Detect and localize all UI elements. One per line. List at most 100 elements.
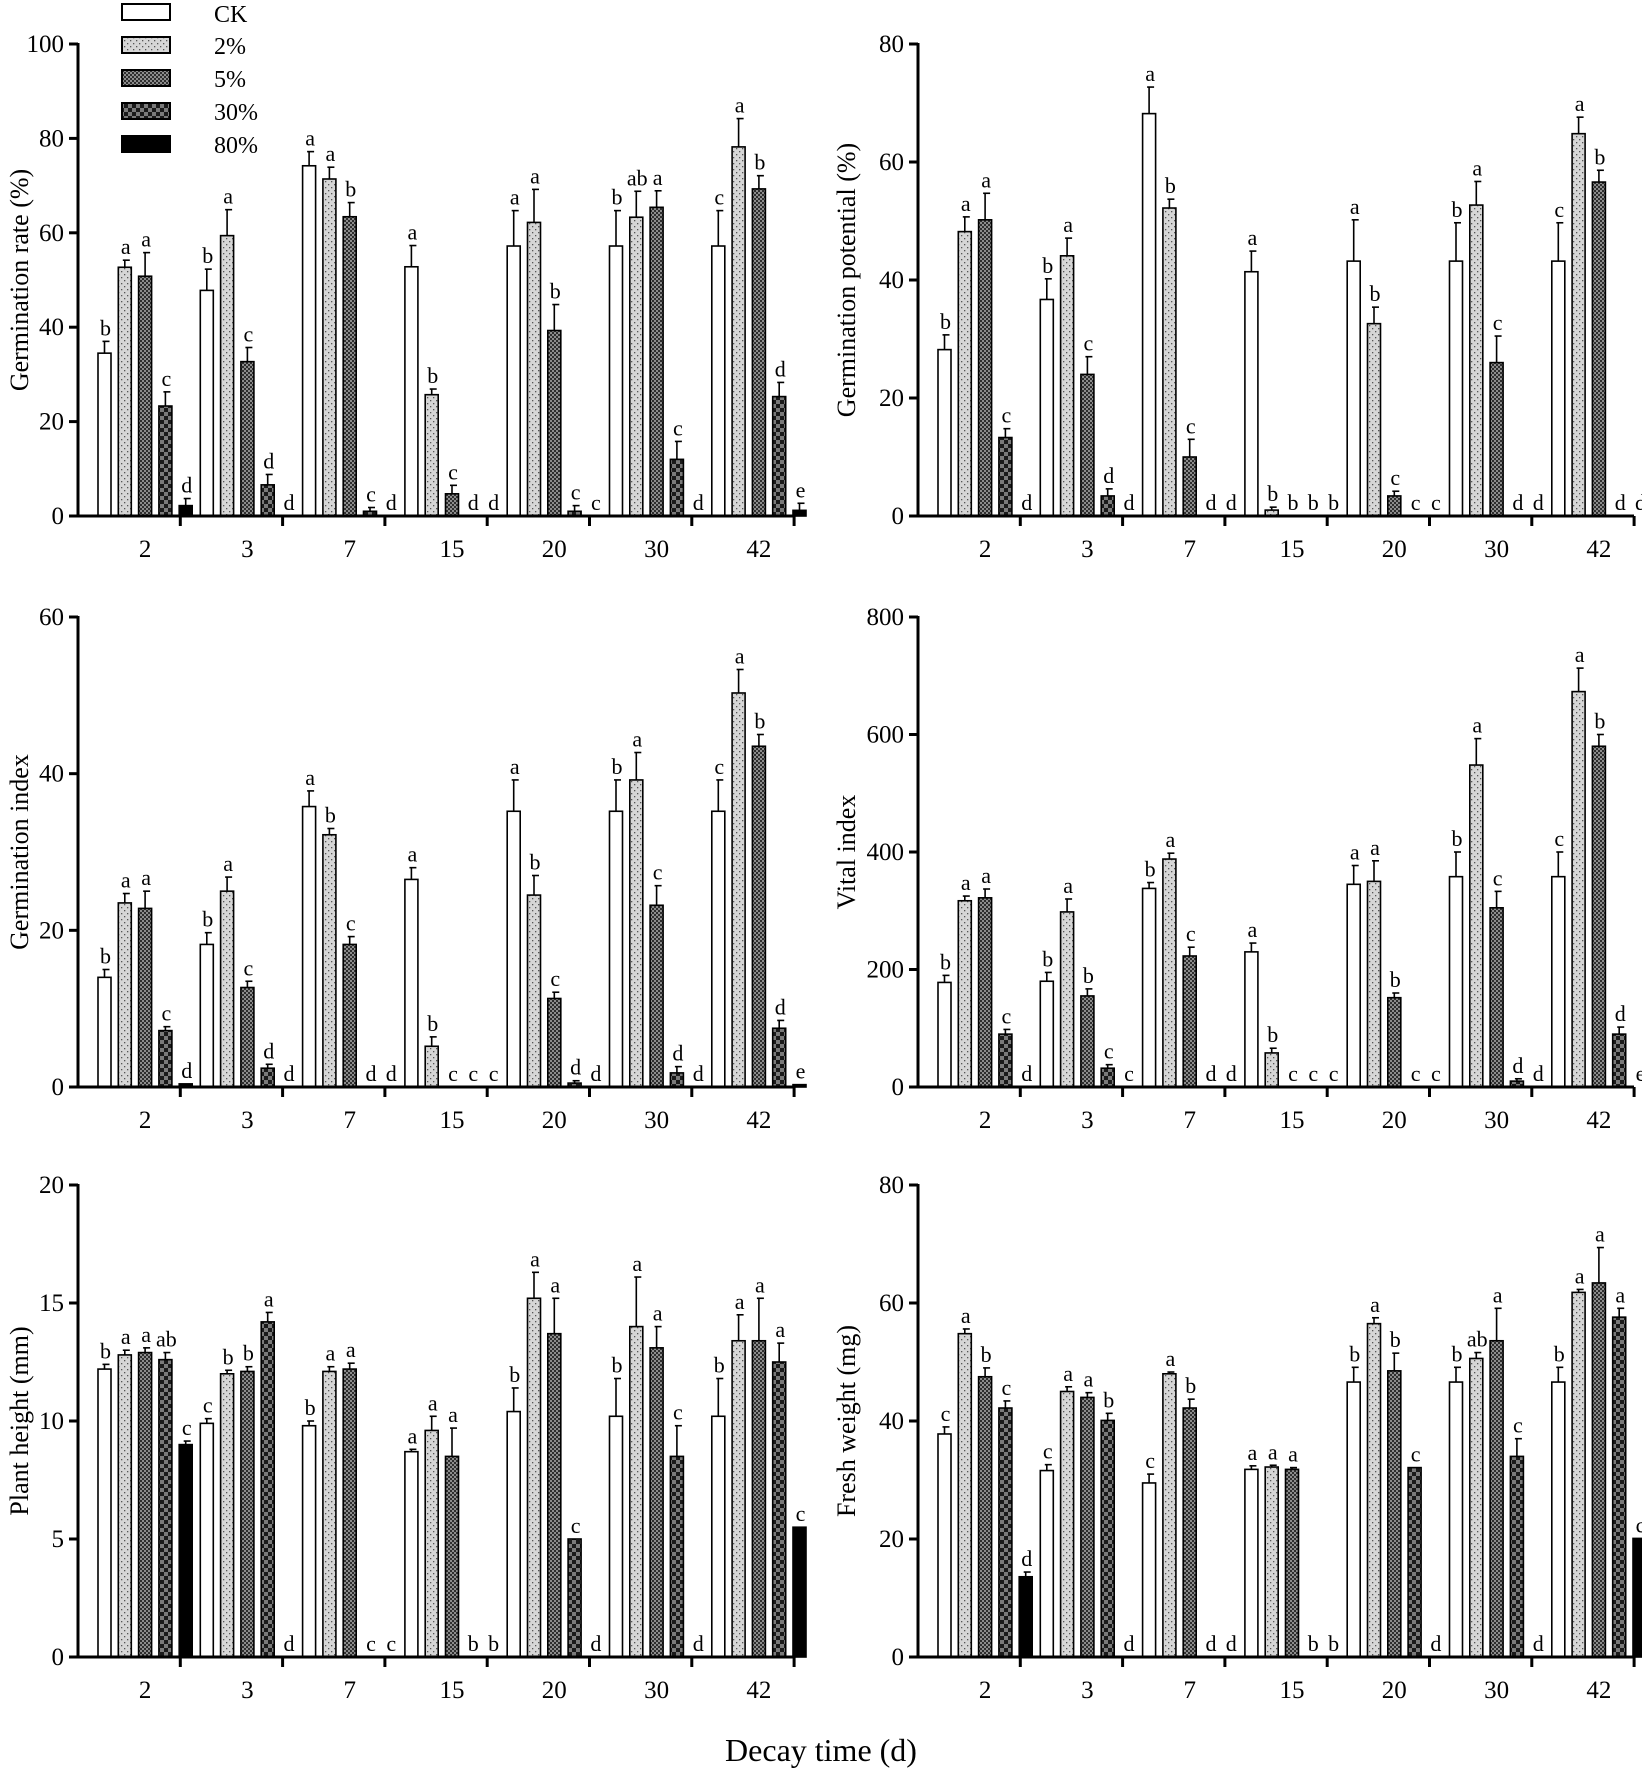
x-tick-label-fresh-weight-7: 7 <box>1183 1677 1196 1704</box>
x-tick-label-plant-height-30: 30 <box>644 1677 669 1704</box>
y-tick-label-plant-height-5: 5 <box>52 1526 65 1553</box>
x-tick-label-germination-potential-30: 30 <box>1484 536 1509 563</box>
sig-label-plant-height-2pct-20: a <box>530 1246 540 1271</box>
sig-label-fresh-weight-2pct-3: a <box>1063 1361 1073 1386</box>
sig-label-germination-index-80pct-20: d <box>590 1061 601 1086</box>
bar-germination-rate-5pct-2 <box>137 275 153 517</box>
bar-germination-rate-5pct-20 <box>546 329 562 517</box>
bar-vital-index-2pct-20 <box>1366 880 1382 1088</box>
legend-label-30pct: 30% <box>214 100 258 126</box>
x-tick-label-vital-index-30: 30 <box>1484 1107 1509 1134</box>
y-tick-label-plant-height-20: 20 <box>39 1172 64 1199</box>
sig-label-fresh-weight-5pct-42: a <box>1595 1222 1605 1247</box>
sig-label-germination-index-80pct-3: d <box>284 1061 295 1086</box>
bar-germination-rate-ck-42 <box>710 245 726 517</box>
sig-label-germination-rate-30pct-15: d <box>468 490 479 515</box>
y-axis-title-plant-height: Plant height (mm) <box>5 1326 34 1515</box>
bar-fresh-weight-ck-2 <box>937 1433 952 1658</box>
sig-label-germination-index-30pct-30: d <box>672 1041 683 1066</box>
bar-germination-index-2pct-7 <box>322 833 337 1088</box>
sig-label-germination-index-5pct-20: c <box>550 966 560 991</box>
sig-label-vital-index-ck-2: b <box>940 949 951 974</box>
bar-germination-rate-2pct-15 <box>424 393 440 517</box>
sig-label-vital-index-80pct-2: d <box>1021 1061 1032 1086</box>
x-tick-label-plant-height-2: 2 <box>139 1677 152 1704</box>
bar-germination-rate-ck-20 <box>506 245 522 517</box>
bar-germination-index-5pct-42 <box>751 745 767 1088</box>
sig-label-germination-potential-80pct-7: d <box>1226 490 1237 515</box>
sig-label-fresh-weight-80pct-42: c <box>1636 1512 1642 1537</box>
sig-label-germination-index-30pct-7: d <box>366 1061 377 1086</box>
sig-label-germination-potential-80pct-42: d <box>1635 490 1642 515</box>
sig-label-vital-index-ck-3: b <box>1042 946 1053 971</box>
bar-fresh-weight-2pct-42 <box>1571 1291 1586 1658</box>
bar-vital-index-ck-3 <box>1039 980 1055 1088</box>
sig-label-germination-potential-80pct-30: d <box>1533 490 1544 515</box>
bar-germination-rate-2pct-3 <box>219 234 235 517</box>
bar-fresh-weight-2pct-3 <box>1059 1390 1075 1658</box>
x-tick-label-vital-index-2: 2 <box>979 1107 992 1134</box>
sig-label-vital-index-ck-15: a <box>1248 917 1258 942</box>
y-tick-label-fresh-weight-0: 0 <box>892 1644 905 1671</box>
bar-germination-potential-2pct-2 <box>957 230 973 517</box>
sig-label-germination-index-2pct-7: b <box>325 803 336 828</box>
y-axis-title-germination-index: Germination index <box>5 754 34 950</box>
x-tick-label-germination-rate-30: 30 <box>644 536 669 563</box>
sig-label-fresh-weight-30pct-15: b <box>1308 1631 1319 1656</box>
bar-germination-rate-30pct-3 <box>260 484 276 517</box>
x-tick-label-germination-rate-15: 15 <box>440 536 465 563</box>
legend-swatch-2pct <box>121 36 171 54</box>
bar-germination-potential-30pct-2 <box>998 436 1013 517</box>
sig-label-plant-height-ck-30: b <box>612 1353 623 1378</box>
bar-vital-index-30pct-2 <box>998 1033 1013 1088</box>
y-tick-label-plant-height-15: 15 <box>39 1290 64 1317</box>
bar-fresh-weight-30pct-30 <box>1509 1455 1525 1658</box>
sig-label-vital-index-30pct-20: c <box>1411 1061 1421 1086</box>
sig-label-germination-rate-ck-30: b <box>612 185 623 210</box>
sig-label-germination-rate-80pct-15: d <box>488 490 499 515</box>
sig-label-plant-height-80pct-3: d <box>284 1631 295 1656</box>
bar-plant-height-ck-20 <box>506 1410 522 1658</box>
sig-label-germination-potential-5pct-30: c <box>1493 310 1503 335</box>
bar-vital-index-5pct-42 <box>1591 745 1607 1088</box>
sig-label-plant-height-2pct-42: a <box>735 1289 745 1314</box>
sig-label-germination-index-5pct-7: c <box>346 911 356 936</box>
sig-label-vital-index-ck-7: b <box>1145 857 1156 882</box>
bar-plant-height-5pct-42 <box>751 1339 767 1658</box>
x-tick-label-germination-index-2: 2 <box>139 1107 152 1134</box>
bar-germination-index-5pct-30 <box>649 904 664 1088</box>
sig-label-vital-index-5pct-3: b <box>1083 963 1094 988</box>
x-tick-label-vital-index-15: 15 <box>1280 1107 1305 1134</box>
sig-label-germination-potential-30pct-7: d <box>1206 490 1217 515</box>
bar-germination-rate-ck-30 <box>608 245 624 517</box>
x-tick-label-germination-index-20: 20 <box>542 1107 567 1134</box>
bar-germination-index-30pct-3 <box>260 1067 276 1088</box>
sig-label-plant-height-2pct-30: a <box>632 1251 642 1276</box>
y-tick-label-germination-rate-80: 80 <box>39 125 64 152</box>
sig-label-germination-index-30pct-2: c <box>162 1001 172 1026</box>
bar-germination-potential-ck-30 <box>1448 260 1464 517</box>
bar-fresh-weight-ck-3 <box>1039 1469 1055 1658</box>
sig-label-plant-height-5pct-2: a <box>141 1322 151 1347</box>
bar-vital-index-2pct-30 <box>1469 764 1484 1088</box>
bar-germination-index-2pct-2 <box>117 902 133 1088</box>
sig-label-germination-rate-2pct-30: ab <box>627 165 648 190</box>
y-tick-label-fresh-weight-60: 60 <box>879 1290 904 1317</box>
bar-germination-rate-5pct-7 <box>342 215 358 517</box>
sig-label-germination-index-5pct-42: b <box>754 709 765 734</box>
sig-label-germination-potential-2pct-3: a <box>1063 212 1073 237</box>
sig-label-germination-potential-ck-2: b <box>940 309 951 334</box>
bar-germination-potential-2pct-42 <box>1571 132 1586 517</box>
bar-fresh-weight-ck-7 <box>1141 1482 1157 1658</box>
bar-germination-potential-ck-15 <box>1244 270 1259 517</box>
x-tick-label-germination-rate-2: 2 <box>139 536 152 563</box>
sig-label-vital-index-30pct-3: c <box>1104 1039 1114 1064</box>
x-tick-label-vital-index-7: 7 <box>1183 1107 1196 1134</box>
sig-label-plant-height-5pct-20: a <box>550 1272 560 1297</box>
sig-label-plant-height-ck-42: b <box>714 1353 725 1378</box>
sig-label-germination-potential-5pct-20: c <box>1390 465 1400 490</box>
sig-label-germination-rate-30pct-42: d <box>775 356 786 381</box>
bar-germination-index-ck-20 <box>506 810 522 1088</box>
y-axis-title-fresh-weight: Fresh weight (mg) <box>832 1325 861 1517</box>
